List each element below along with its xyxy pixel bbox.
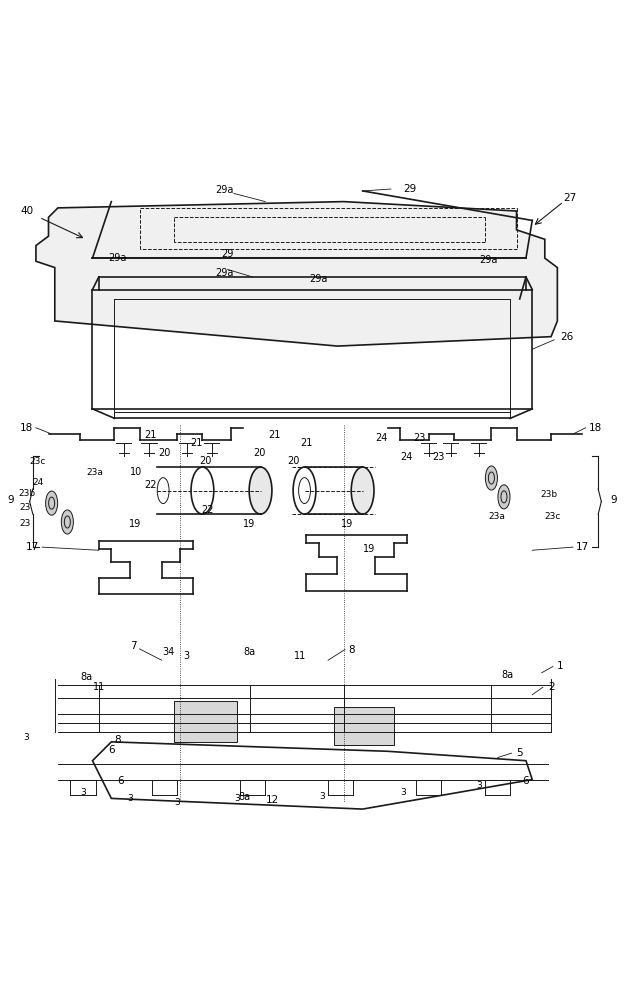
Polygon shape xyxy=(36,202,557,346)
Text: 1: 1 xyxy=(557,661,564,671)
Text: 6: 6 xyxy=(108,745,115,755)
Text: 20: 20 xyxy=(158,448,171,458)
Text: 24: 24 xyxy=(32,478,44,487)
Text: 3: 3 xyxy=(174,798,180,807)
Text: 10: 10 xyxy=(131,467,143,477)
Text: 3: 3 xyxy=(319,792,325,801)
Ellipse shape xyxy=(45,491,57,515)
Text: 7: 7 xyxy=(130,641,137,651)
Text: 23a: 23a xyxy=(488,512,505,521)
Text: 11: 11 xyxy=(93,682,105,692)
Text: 2: 2 xyxy=(548,682,555,692)
Ellipse shape xyxy=(485,466,497,490)
Bar xyxy=(174,701,237,742)
Text: 21: 21 xyxy=(144,430,157,440)
Text: 6: 6 xyxy=(522,776,529,786)
Text: 3: 3 xyxy=(23,733,30,742)
Text: 29a: 29a xyxy=(215,268,233,278)
Text: 9: 9 xyxy=(8,495,14,505)
Text: 3: 3 xyxy=(234,794,240,803)
Text: 23c: 23c xyxy=(29,457,45,466)
Text: 29a: 29a xyxy=(479,255,497,265)
Text: 6: 6 xyxy=(117,776,124,786)
Text: 23: 23 xyxy=(20,519,31,528)
Text: 3: 3 xyxy=(184,651,190,661)
Ellipse shape xyxy=(498,485,510,509)
Text: 27: 27 xyxy=(563,193,577,203)
Text: 22: 22 xyxy=(201,505,214,515)
Text: 18: 18 xyxy=(20,423,33,433)
Text: 24: 24 xyxy=(401,452,413,462)
Text: 8a: 8a xyxy=(244,647,256,657)
Text: 23: 23 xyxy=(20,503,31,512)
Text: 12: 12 xyxy=(266,795,280,805)
Text: 24: 24 xyxy=(375,433,387,443)
Text: 8: 8 xyxy=(114,735,121,745)
Text: 19: 19 xyxy=(341,519,353,529)
Text: 20: 20 xyxy=(287,456,300,466)
Text: 23c: 23c xyxy=(545,512,561,521)
Text: 29: 29 xyxy=(221,249,233,259)
Text: 3: 3 xyxy=(401,788,406,797)
Ellipse shape xyxy=(249,467,272,514)
Text: 8a: 8a xyxy=(80,672,92,682)
Text: 26: 26 xyxy=(560,332,574,342)
Text: 23b: 23b xyxy=(541,490,558,499)
Text: 17: 17 xyxy=(26,542,39,552)
Text: 19: 19 xyxy=(244,519,256,529)
Text: 19: 19 xyxy=(129,519,141,529)
Text: 20: 20 xyxy=(253,448,265,458)
Text: 9: 9 xyxy=(611,495,617,505)
Text: 23b: 23b xyxy=(18,489,35,498)
Text: 23: 23 xyxy=(413,433,425,443)
Text: 17: 17 xyxy=(576,542,589,552)
Text: 29a: 29a xyxy=(215,185,233,195)
Text: 8: 8 xyxy=(348,645,355,655)
Bar xyxy=(334,707,394,745)
Text: 3: 3 xyxy=(80,788,86,797)
Text: 18: 18 xyxy=(589,423,602,433)
Text: 29a: 29a xyxy=(109,253,127,263)
Text: 3: 3 xyxy=(476,781,481,790)
Text: 5: 5 xyxy=(516,748,523,758)
Text: 21: 21 xyxy=(190,438,203,448)
Text: 23a: 23a xyxy=(86,468,103,477)
Text: 22: 22 xyxy=(144,480,156,490)
Text: 34: 34 xyxy=(162,647,175,657)
Ellipse shape xyxy=(61,510,73,534)
Ellipse shape xyxy=(351,467,374,514)
Text: 3: 3 xyxy=(127,794,133,803)
Text: 8a: 8a xyxy=(501,670,513,680)
Text: 29a: 29a xyxy=(309,274,328,284)
Text: 40: 40 xyxy=(20,206,33,216)
Text: 21: 21 xyxy=(300,438,312,448)
Text: 8a: 8a xyxy=(239,792,251,802)
Text: 11: 11 xyxy=(293,651,306,661)
Text: 20: 20 xyxy=(199,456,212,466)
Text: 23: 23 xyxy=(432,452,444,462)
Text: 21: 21 xyxy=(268,430,281,440)
Text: 29: 29 xyxy=(403,184,416,194)
Text: 19: 19 xyxy=(363,544,375,554)
